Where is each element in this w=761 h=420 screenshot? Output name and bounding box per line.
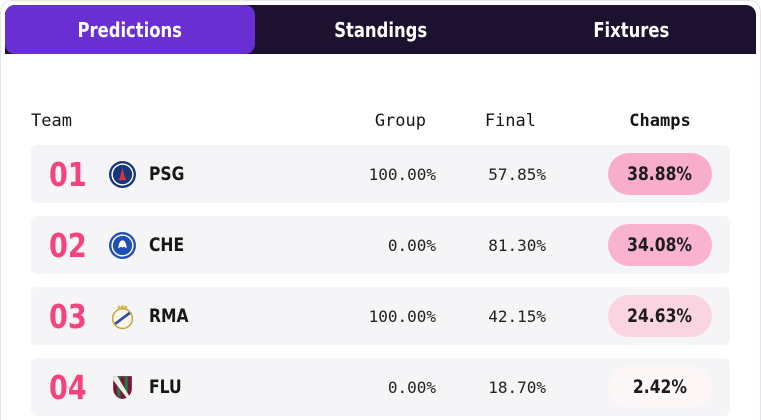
team-code: CHE [149, 234, 185, 256]
group-percentage: 100.00% [368, 164, 436, 184]
final-percentage: 18.70% [488, 377, 546, 397]
column-header-final: Final [484, 111, 536, 131]
group-percentage: 100.00% [368, 306, 436, 326]
tab-fixtures[interactable]: Fixtures [506, 5, 756, 54]
tab-standings-label: Standings [334, 17, 427, 42]
rank-label: 02 [49, 225, 87, 265]
final-percentage: 42.15% [488, 306, 546, 326]
table-row[interactable]: 02 CHE 0.00% 81.30% 34.08% [31, 216, 730, 274]
column-header-group: Group [374, 111, 426, 131]
team-code: RMA [149, 305, 189, 327]
final-percentage: 81.30% [488, 235, 546, 255]
champs-percentage-pill: 34.08% [608, 224, 712, 266]
table-row[interactable]: 04 FLU 0.00% 18.70% 2.42% [31, 358, 730, 416]
table-row[interactable]: 03 RMA 100.00% 42.15% 24.63% [31, 287, 730, 345]
column-header-champs: Champs [629, 111, 691, 131]
fluminense-badge-icon [113, 375, 132, 399]
column-header-team: Team [31, 111, 72, 131]
team-code: FLU [149, 376, 182, 398]
psg-badge-icon [109, 160, 136, 188]
champs-percentage: 34.08% [627, 234, 693, 256]
rank-label: 03 [49, 296, 87, 336]
champs-percentage-pill: 38.88% [608, 153, 712, 195]
tab-bar: Predictions Standings Fixtures [5, 5, 756, 54]
tab-standings[interactable]: Standings [255, 5, 505, 54]
table-header: Team Group Final Champs [31, 111, 730, 131]
team-code: PSG [149, 163, 185, 185]
group-percentage: 0.00% [387, 377, 436, 397]
tab-predictions-label: Predictions [77, 17, 183, 42]
champs-percentage: 24.63% [627, 305, 693, 327]
real-madrid-badge-icon [111, 304, 134, 329]
final-percentage: 57.85% [488, 164, 546, 184]
rank-label: 01 [49, 154, 87, 194]
chelsea-badge-icon [109, 231, 136, 259]
rank-label: 04 [49, 367, 87, 407]
champs-percentage: 38.88% [627, 163, 693, 185]
champs-percentage: 2.42% [632, 376, 688, 398]
champs-percentage-pill: 2.42% [608, 366, 712, 408]
tab-predictions[interactable]: Predictions [5, 5, 256, 54]
group-percentage: 0.00% [387, 235, 436, 255]
table-row[interactable]: 01 PSG 100.00% 57.85% 38.88% [31, 145, 730, 203]
tab-fixtures-label: Fixtures [592, 17, 669, 42]
champs-percentage-pill: 24.63% [608, 295, 712, 337]
